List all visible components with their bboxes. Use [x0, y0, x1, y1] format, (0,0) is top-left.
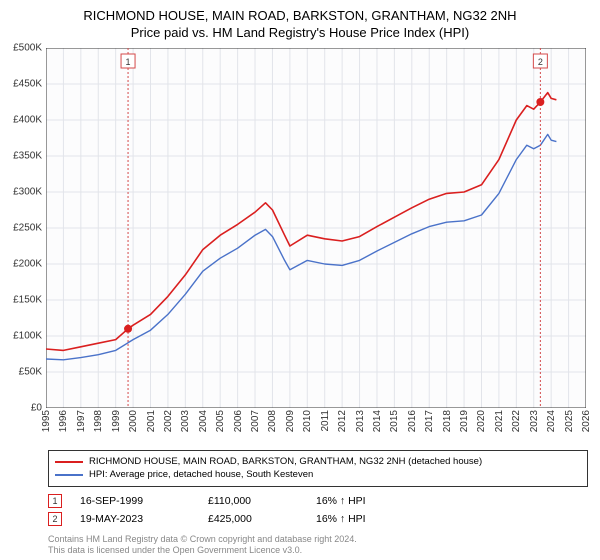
tx-price: £110,000: [208, 495, 298, 507]
svg-text:1: 1: [126, 57, 131, 67]
x-tick-label: 1997: [76, 410, 87, 432]
tx-num: 2: [52, 514, 57, 524]
title-address: RICHMOND HOUSE, MAIN ROAD, BARKSTON, GRA…: [0, 8, 600, 25]
legend-row: RICHMOND HOUSE, MAIN ROAD, BARKSTON, GRA…: [55, 455, 581, 468]
y-tick-label: £500K: [13, 43, 42, 54]
y-tick-label: £450K: [13, 79, 42, 90]
x-tick-label: 2014: [372, 410, 383, 432]
footer-line: Contains HM Land Registry data © Crown c…: [48, 534, 357, 545]
x-tick-label: 2013: [355, 410, 366, 432]
y-tick-label: £350K: [13, 151, 42, 162]
y-tick-label: £400K: [13, 115, 42, 126]
transaction-row: 2 19-MAY-2023 £425,000 16% ↑ HPI: [48, 510, 588, 528]
x-tick-label: 2001: [146, 410, 157, 432]
tx-diff: 16% ↑ HPI: [316, 513, 406, 525]
x-tick-label: 2000: [128, 410, 139, 432]
x-tick-label: 2016: [407, 410, 418, 432]
x-tick-label: 2025: [564, 410, 575, 432]
transaction-table: 1 16-SEP-1999 £110,000 16% ↑ HPI 2 19-MA…: [48, 492, 588, 528]
transaction-row: 1 16-SEP-1999 £110,000 16% ↑ HPI: [48, 492, 588, 510]
legend-label: HPI: Average price, detached house, Sout…: [89, 468, 313, 481]
footer-line: This data is licensed under the Open Gov…: [48, 545, 357, 556]
x-tick-label: 2007: [250, 410, 261, 432]
x-tick-label: 2009: [285, 410, 296, 432]
legend-swatch: [55, 474, 83, 476]
x-tick-label: 2017: [424, 410, 435, 432]
x-tick-label: 2018: [442, 410, 453, 432]
tx-num: 1: [52, 496, 57, 506]
legend: RICHMOND HOUSE, MAIN ROAD, BARKSTON, GRA…: [48, 450, 588, 487]
svg-text:2: 2: [538, 57, 543, 67]
y-tick-label: £150K: [13, 295, 42, 306]
x-tick-label: 2026: [581, 410, 592, 432]
y-tick-label: £50K: [19, 367, 42, 378]
y-tick-label: £300K: [13, 187, 42, 198]
y-tick-label: £250K: [13, 223, 42, 234]
title-subtitle: Price paid vs. HM Land Registry's House …: [0, 25, 600, 42]
tx-date: 19-MAY-2023: [80, 513, 190, 525]
legend-row: HPI: Average price, detached house, Sout…: [55, 468, 581, 481]
transaction-marker: 1: [48, 494, 62, 508]
x-tick-label: 2015: [389, 410, 400, 432]
x-tick-label: 1998: [93, 410, 104, 432]
x-tick-label: 2022: [511, 410, 522, 432]
y-axis: £0£50K£100K£150K£200K£250K£300K£350K£400…: [0, 48, 44, 408]
x-tick-label: 2002: [163, 410, 174, 432]
legend-swatch: [55, 461, 83, 463]
chart-container: RICHMOND HOUSE, MAIN ROAD, BARKSTON, GRA…: [0, 0, 600, 560]
x-tick-label: 1996: [58, 410, 69, 432]
x-tick-label: 2004: [198, 410, 209, 432]
x-tick-label: 2019: [459, 410, 470, 432]
legend-label: RICHMOND HOUSE, MAIN ROAD, BARKSTON, GRA…: [89, 455, 482, 468]
x-tick-label: 2003: [180, 410, 191, 432]
x-tick-label: 2011: [320, 410, 331, 432]
x-tick-label: 2012: [337, 410, 348, 432]
transaction-marker: 2: [48, 512, 62, 526]
tx-diff: 16% ↑ HPI: [316, 495, 406, 507]
tx-price: £425,000: [208, 513, 298, 525]
x-tick-label: 1999: [111, 410, 122, 432]
x-axis: 1995199619971998199920002001200220032004…: [46, 408, 586, 448]
y-tick-label: £200K: [13, 259, 42, 270]
x-tick-label: 2008: [267, 410, 278, 432]
x-tick-label: 2020: [476, 410, 487, 432]
x-tick-label: 2006: [233, 410, 244, 432]
y-tick-label: £100K: [13, 331, 42, 342]
x-tick-label: 2023: [529, 410, 540, 432]
x-tick-label: 1995: [41, 410, 52, 432]
tx-date: 16-SEP-1999: [80, 495, 190, 507]
x-tick-label: 2005: [215, 410, 226, 432]
chart-plot: 12: [46, 48, 586, 408]
x-tick-label: 2010: [302, 410, 313, 432]
x-tick-label: 2021: [494, 410, 505, 432]
chart-title: RICHMOND HOUSE, MAIN ROAD, BARKSTON, GRA…: [0, 0, 600, 42]
footer: Contains HM Land Registry data © Crown c…: [48, 534, 357, 556]
x-tick-label: 2024: [546, 410, 557, 432]
